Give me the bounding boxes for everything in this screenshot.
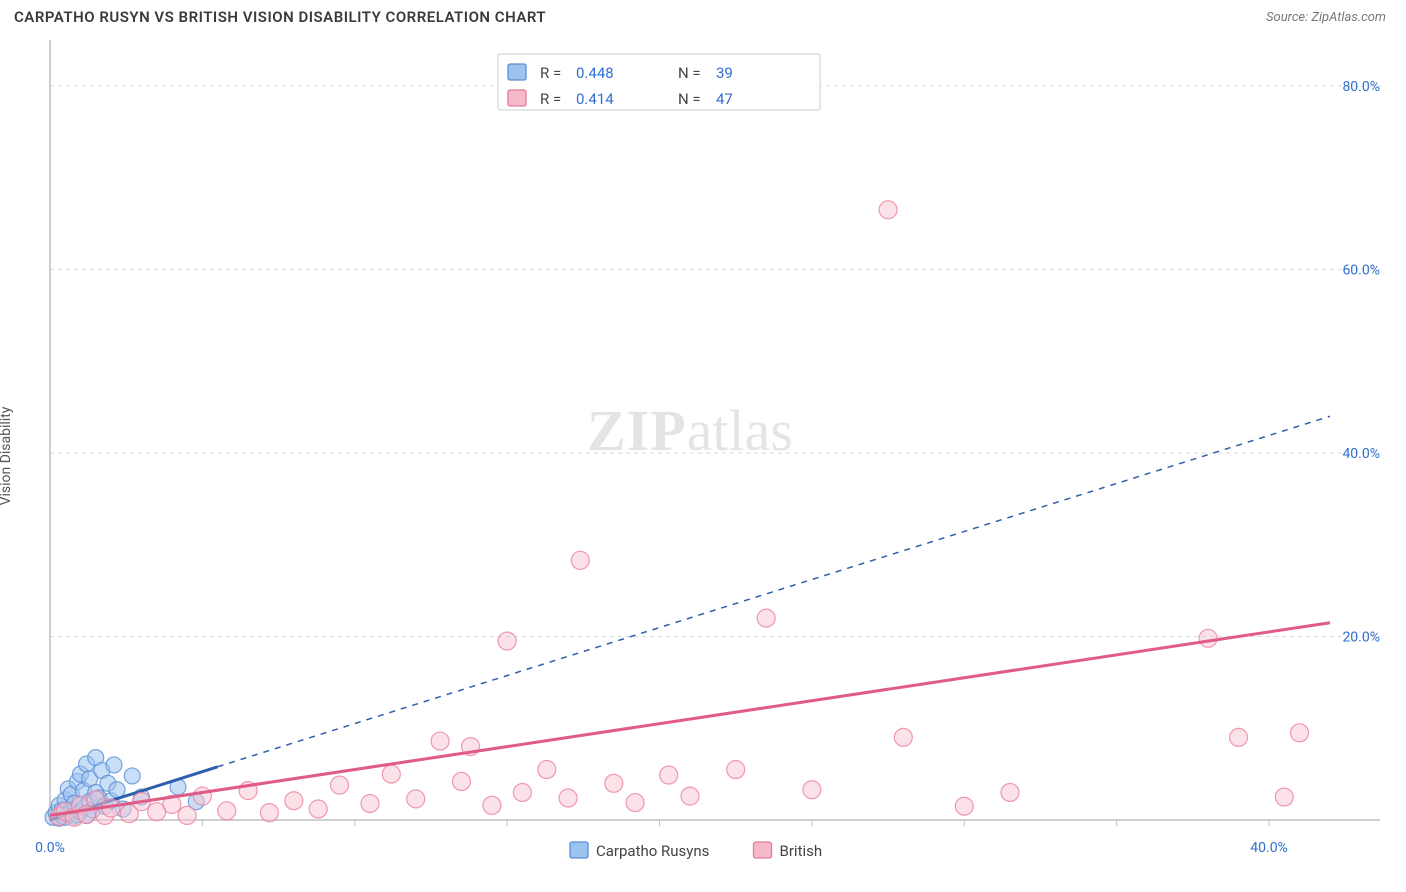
- chart-title: CARPATHO RUSYN VS BRITISH VISION DISABIL…: [14, 8, 546, 26]
- svg-text:39: 39: [716, 64, 733, 82]
- svg-text:20.0%: 20.0%: [1342, 629, 1380, 645]
- svg-text:0.448: 0.448: [576, 64, 614, 82]
- svg-text:Carpatho Rusyns: Carpatho Rusyns: [596, 842, 709, 860]
- svg-text:40.0%: 40.0%: [1342, 446, 1380, 462]
- svg-text:47: 47: [716, 90, 733, 108]
- svg-text:40.0%: 40.0%: [1250, 840, 1288, 856]
- svg-text:ZIPatlas: ZIPatlas: [587, 398, 793, 463]
- svg-text:0.414: 0.414: [576, 90, 614, 108]
- svg-text:N =: N =: [678, 90, 701, 108]
- svg-text:R =: R =: [540, 90, 561, 108]
- y-axis-label: Vision Disability: [0, 407, 14, 506]
- chart-container: Vision Disability 20.0% 40.0% 60.0% 80.0% ZI…: [0, 30, 1406, 882]
- scatter-chart: 20.0% 40.0% 60.0% 80.0% ZIPatlas 0.0% 40.0% R =…: [0, 30, 1406, 882]
- svg-text:80.0%: 80.0%: [1342, 79, 1380, 95]
- chart-source: Source: ZipAtlas.com: [1266, 10, 1386, 25]
- chart-header: CARPATHO RUSYN VS BRITISH VISION DISABIL…: [0, 0, 1406, 30]
- svg-text:R =: R =: [540, 64, 561, 82]
- svg-text:0.0%: 0.0%: [35, 840, 65, 856]
- svg-text:British: British: [780, 842, 823, 860]
- svg-text:N =: N =: [678, 64, 701, 82]
- svg-text:60.0%: 60.0%: [1342, 262, 1380, 278]
